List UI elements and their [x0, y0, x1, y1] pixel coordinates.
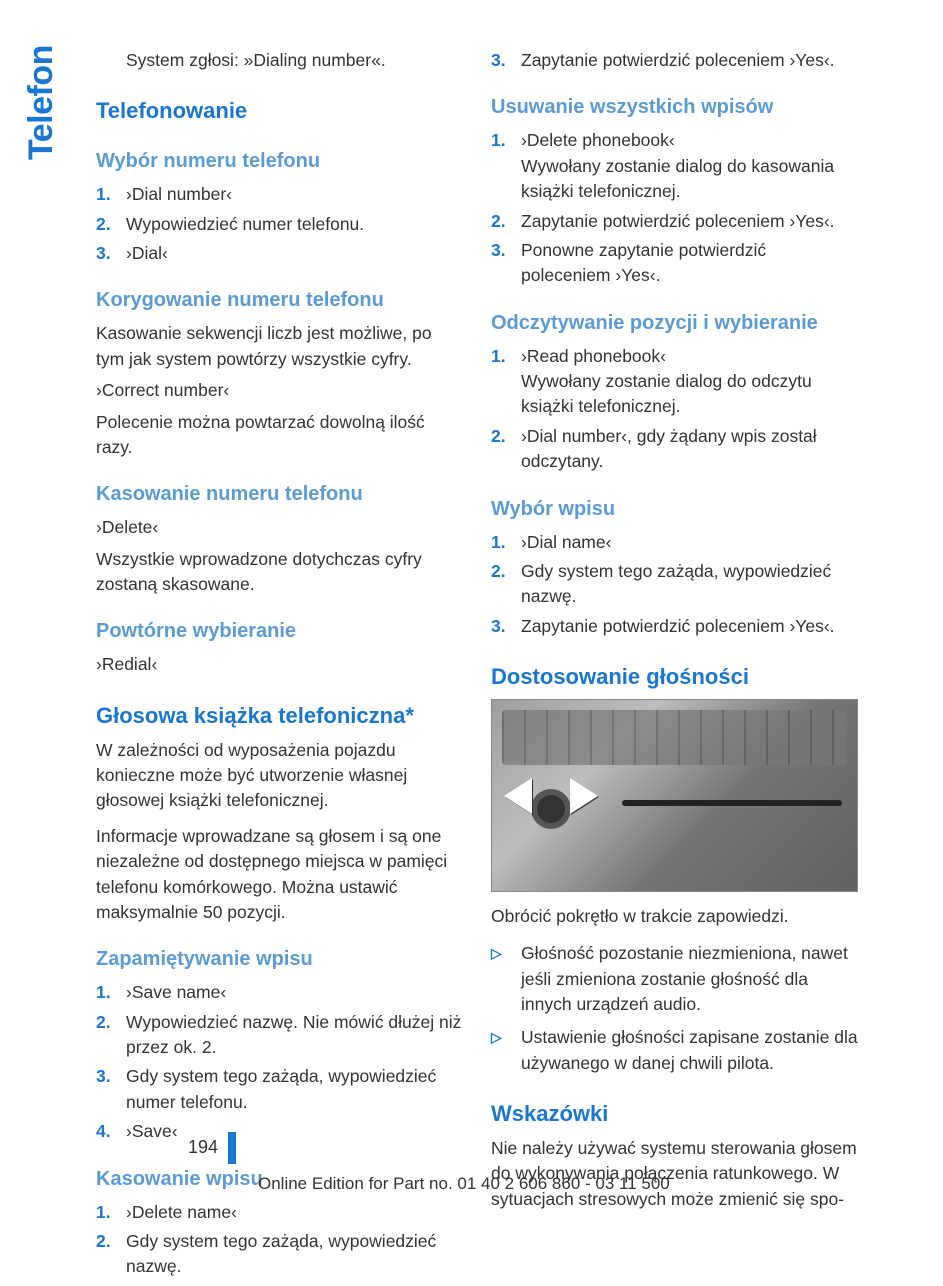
list-item: ›Delete phonebook‹ Wywołany zostanie dia…: [491, 128, 858, 204]
page-number: 194: [188, 1137, 218, 1158]
list-item: ›Dial number‹: [96, 182, 463, 207]
bullet-list-glosnosc: Głośność pozostanie niezmieniona, nawet …: [491, 941, 858, 1076]
list-continued: Zapytanie potwierdzić poleceniem ›Yes‹.: [491, 48, 858, 73]
list-item: Gdy system tego zażąda, wypowiedzieć naz…: [491, 559, 858, 610]
list-item: Zapytanie potwierdzić poleceniem ›Yes‹.: [491, 48, 858, 73]
list-item: Gdy system tego zażąda, wypowiedzieć naz…: [96, 1229, 463, 1280]
list-item: Wypowiedzieć numer telefonu.: [96, 212, 463, 237]
list-item: ›Dial name‹: [491, 530, 858, 555]
body-text: Informacje wprowadzane są głosem i są on…: [96, 824, 463, 926]
list-item: Zapytanie potwierdzić poleceniem ›Yes‹.: [491, 209, 858, 234]
body-text: Wszystkie wprowadzone dotychczas cyfry z…: [96, 547, 463, 598]
heading-powtorne: Powtórne wybieranie: [96, 617, 463, 646]
heading-telefonowanie: Telefonowanie: [96, 95, 463, 127]
intro-text: System zgłosi: »Dialing number«.: [96, 48, 463, 73]
list-wybor-numeru: ›Dial number‹ Wypowiedzieć numer telefon…: [96, 182, 463, 266]
body-text: Polecenie można powtarzać dowolną ilość …: [96, 410, 463, 461]
arrow-right-icon: [570, 778, 598, 814]
list-item: ›Save‹: [96, 1119, 463, 1144]
heading-glosowa-ksiazka: Głosowa książka telefoniczna*: [96, 700, 463, 732]
heading-kasowanie-numeru: Kasowanie numeru telefonu: [96, 480, 463, 509]
list-item: ›Read phonebook‹ Wywołany zostanie dialo…: [491, 344, 858, 420]
list-item: ›Save name‹: [96, 980, 463, 1005]
list-wybor-wpisu: ›Dial name‹ Gdy system tego zażąda, wypo…: [491, 530, 858, 640]
figure-volume-knob: [491, 699, 858, 892]
arrow-left-icon: [504, 778, 532, 814]
heading-korygowanie: Korygowanie numeru telefonu: [96, 286, 463, 315]
heading-wybor-numeru: Wybór numeru telefonu: [96, 147, 463, 176]
list-item-text: ›Read phonebook‹ Wywołany zostanie dialo…: [521, 346, 812, 417]
list-item: ›Delete name‹: [96, 1200, 463, 1225]
heading-usuwanie-wszystkich: Usuwanie wszystkich wpisów: [491, 93, 858, 122]
list-item: Wypowiedzieć nazwę. Nie mówić dłużej niż…: [96, 1010, 463, 1061]
body-text: ›Redial‹: [96, 652, 463, 677]
list-item: ›Dial‹: [96, 241, 463, 266]
heading-wskazowki: Wskazówki: [491, 1098, 858, 1130]
body-text: W zależności od wyposażenia pojazdu koni…: [96, 738, 463, 814]
list-usuwanie: ›Delete phonebook‹ Wywołany zostanie dia…: [491, 128, 858, 288]
list-item: Ponowne zapytanie potwierdzić poleceniem…: [491, 238, 858, 289]
list-kasowanie-wpisu: ›Delete name‹ Gdy system tego zażąda, wy…: [96, 1200, 463, 1280]
heading-odczytywanie: Odczytywanie pozycji i wybieranie: [491, 309, 858, 338]
heading-wybor-wpisu: Wybór wpisu: [491, 495, 858, 524]
heading-dostosowanie-glosnosci: Dostosowanie głośności: [491, 661, 858, 693]
list-item: Gdy system tego zażąda, wypowiedzieć num…: [96, 1064, 463, 1115]
figure-panel: [502, 710, 847, 765]
list-item-text: ›Delete phonebook‹ Wywołany zostanie dia…: [521, 130, 834, 201]
body-text: Kasowanie sekwencji liczb jest możliwe, …: [96, 321, 463, 372]
page-mark: [228, 1132, 236, 1164]
list-odczytywanie: ›Read phonebook‹ Wywołany zostanie dialo…: [491, 344, 858, 475]
figure-cd-slot: [622, 800, 842, 806]
page-content: System zgłosi: »Dialing number«. Telefon…: [96, 48, 858, 1286]
list-item: Głośność pozostanie niezmieniona, nawet …: [491, 941, 858, 1017]
left-column: System zgłosi: »Dialing number«. Telefon…: [96, 48, 463, 1286]
edition-line: Online Edition for Part no. 01 40 2 606 …: [258, 1174, 670, 1194]
list-item: ›Dial number‹, gdy żądany wpis został od…: [491, 424, 858, 475]
figure-caption: Obrócić pokrętło w trakcie zapowiedzi.: [491, 904, 858, 929]
heading-zapamietywanie: Zapamiętywanie wpisu: [96, 945, 463, 974]
list-item: Ustawienie głośności zapisane zostanie d…: [491, 1025, 858, 1076]
list-zapamietywanie: ›Save name‹ Wypowiedzieć nazwę. Nie mówi…: [96, 980, 463, 1144]
body-text: ›Delete‹: [96, 515, 463, 540]
body-text: ›Correct number‹: [96, 378, 463, 403]
right-column: Zapytanie potwierdzić poleceniem ›Yes‹. …: [491, 48, 858, 1286]
list-item: Zapytanie potwierdzić poleceniem ›Yes‹.: [491, 614, 858, 639]
side-tab-label: Telefon: [22, 45, 60, 160]
side-tab-telefon: Telefon: [22, 45, 61, 160]
